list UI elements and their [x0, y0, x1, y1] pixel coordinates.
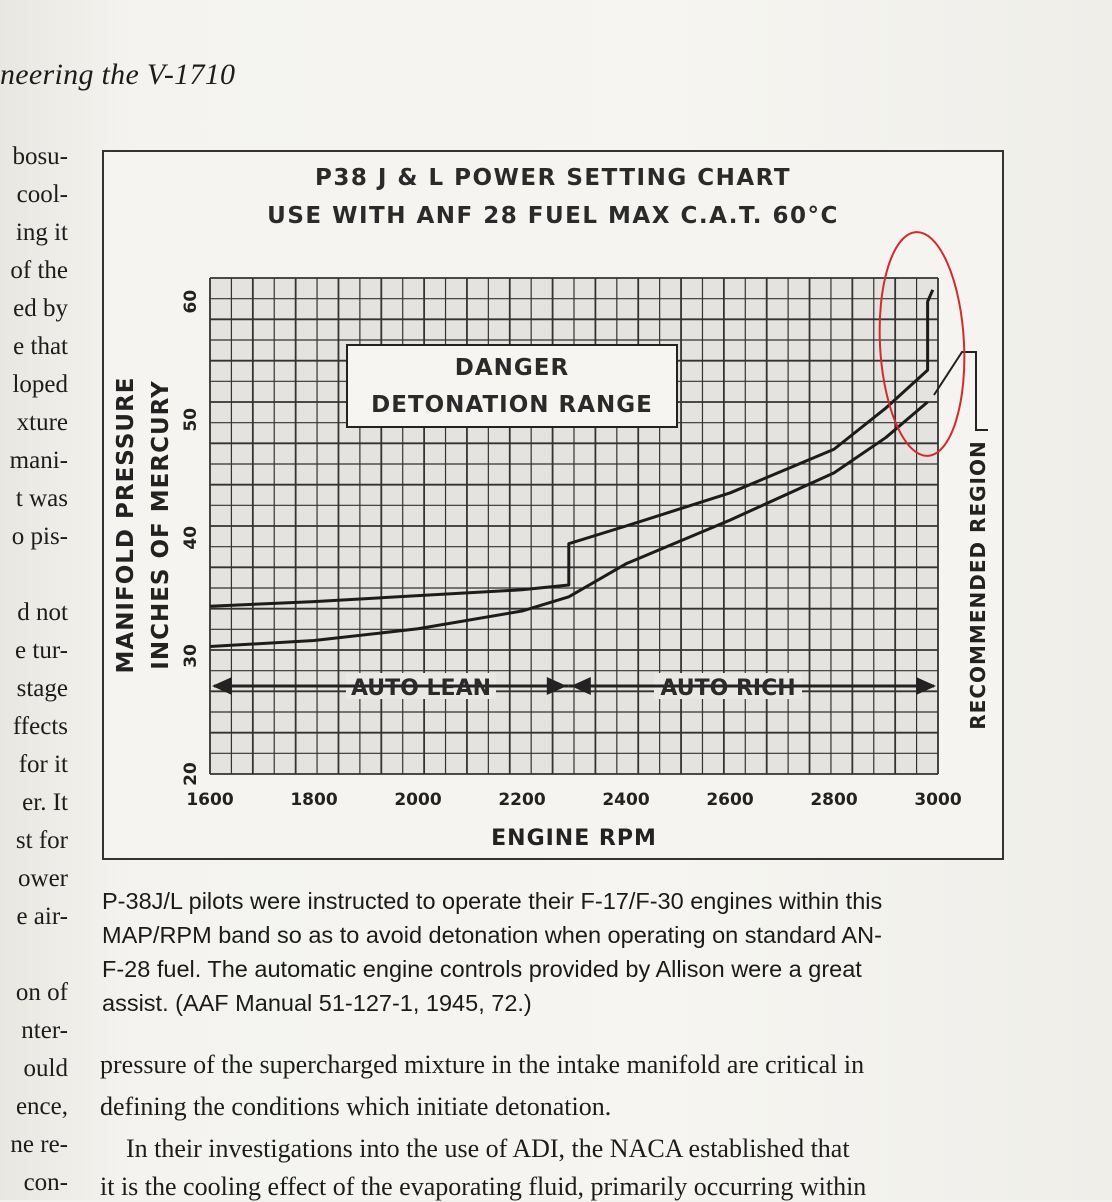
x-tick-label: 2000 [394, 790, 441, 810]
y-axis-label: MANIFOLD PRESSURE [113, 377, 139, 674]
figure-caption: P-38J/L pilots were instructed to operat… [102, 884, 1012, 1020]
y-tick-label: 50 [181, 408, 201, 432]
arrow-head [570, 677, 591, 695]
danger-label: DANGER [455, 355, 569, 381]
y-tick-label: 60 [181, 290, 201, 314]
left-column-line: e air- [16, 903, 68, 930]
left-column-line: t was [15, 485, 68, 512]
left-column-line: con- [23, 1169, 68, 1196]
left-column-line: on of [15, 979, 68, 1006]
caption-line: MAP/RPM band so as to avoid detonation w… [102, 922, 882, 948]
series-line-1 [209, 289, 935, 608]
left-column-line: er. It [22, 789, 68, 816]
left-column-line: d not [17, 599, 68, 626]
left-column-line: ing it [15, 219, 68, 246]
left-column-line: e that [13, 333, 68, 360]
power-setting-chart: DANGER DETONATION RANGE AUTO LEAN AUTO RICH… [113, 231, 990, 851]
arrow-head [546, 677, 567, 695]
chart-subtitle: USE WITH ANF 28 FUEL MAX C.A.T. 60°C [267, 203, 839, 229]
running-head: neering the V-1710 [0, 58, 236, 91]
left-column-line: nter- [21, 1017, 68, 1044]
left-column-line: mani- [9, 447, 68, 474]
series-line-2 [209, 400, 929, 648]
x-tick-label: 3000 [914, 790, 961, 810]
caption-line: F-28 fuel. The automatic engine controls… [102, 956, 862, 982]
left-column-line: st for [15, 827, 68, 854]
left-column-line: of the [10, 257, 68, 284]
left-column-line: cool- [16, 181, 68, 208]
left-column-line: ne re- [10, 1131, 68, 1158]
auto-rich-label: AUTO RICH [660, 676, 795, 701]
danger-region-box [346, 344, 678, 428]
body-text-line: it is the cooling effect of the evaporat… [100, 1172, 867, 1201]
left-column-line: ed by [13, 295, 68, 322]
body-text-line: defining the conditions which initiate d… [100, 1092, 612, 1121]
left-column-line: ffects [12, 713, 68, 740]
x-tick-label: 1800 [290, 790, 337, 810]
red-annotation-ellipse [878, 231, 966, 457]
left-column-line: loped [12, 371, 68, 398]
arrow-head [212, 677, 232, 695]
caption-line: P-38J/L pilots were instructed to operat… [102, 888, 883, 914]
x-tick-label: 2600 [706, 790, 753, 810]
x-tick-label: 1600 [186, 790, 233, 810]
y-axis-label-units: INCHES OF MERCURY [148, 380, 174, 669]
left-column-line: ower [18, 865, 68, 892]
left-column-line: ence, [15, 1093, 68, 1120]
body-text-line: In their investigations into the use of … [100, 1134, 850, 1163]
left-column-line: ould [23, 1055, 68, 1082]
left-column-line: o pis- [11, 523, 68, 550]
recommended-region-label: RECOMMENDED REGION [966, 440, 990, 729]
x-tick-label: 2200 [498, 790, 545, 810]
y-tick-label: 40 [181, 526, 201, 550]
arrow-head [916, 677, 936, 695]
x-tick-label: 2800 [810, 790, 857, 810]
left-column-line: bosu- [12, 143, 68, 170]
left-column-line: stage [16, 675, 68, 702]
body-text-line: pressure of the supercharged mixture in … [100, 1050, 865, 1079]
auto-lean-label: AUTO LEAN [351, 676, 491, 701]
y-tick-label: 30 [181, 644, 201, 668]
left-column-line: e tur- [15, 637, 68, 664]
x-axis-label: ENGINE RPM [491, 826, 657, 851]
chart-title: P38 J & L POWER SETTING CHART [314, 165, 792, 191]
y-tick-label: 20 [181, 762, 201, 786]
left-column-line: xture [16, 409, 68, 436]
x-tick-label: 2400 [602, 790, 649, 810]
detonation-range-label: DETONATION RANGE [371, 392, 653, 418]
caption-line: assist. (AAF Manual 51-127-1, 1945, 72.) [102, 990, 532, 1016]
left-column-line: for it [18, 751, 68, 778]
recommended-region-bracket [933, 351, 988, 431]
